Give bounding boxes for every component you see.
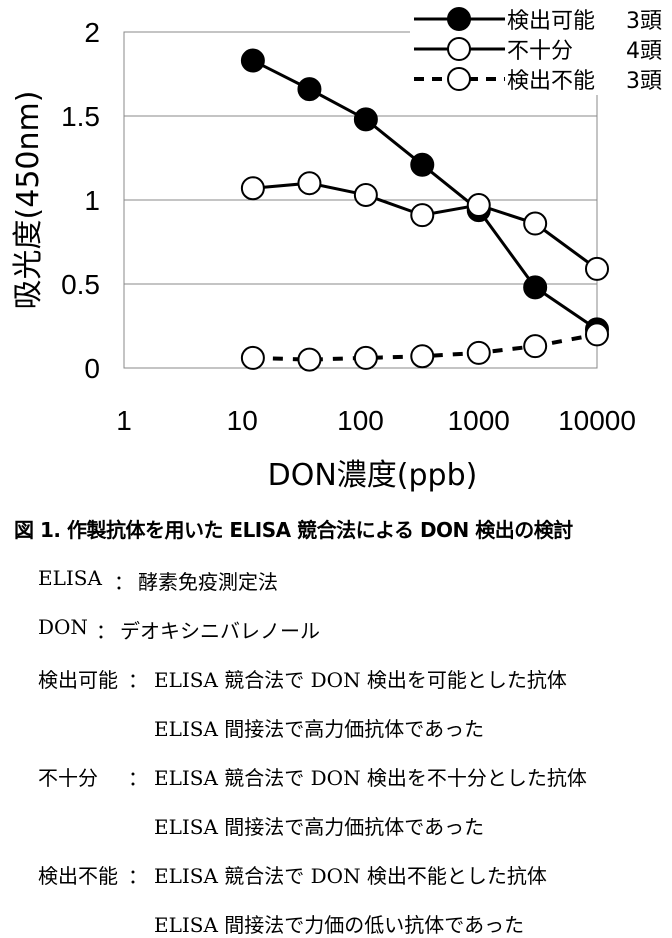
note-term: 検出可能 — [38, 668, 118, 692]
data-point-1-2 — [353, 182, 378, 207]
note-term: DON — [38, 615, 88, 639]
legend-marker-1 — [447, 37, 471, 61]
legend-label-1: 不十分 — [507, 39, 573, 64]
note-colon: ： — [96, 619, 116, 643]
x-tick-label-4: 10000 — [558, 405, 636, 436]
legend-count-1: 4頭 — [626, 39, 662, 64]
note-term: ELISA — [38, 566, 102, 590]
legend-count-2: 3頭 — [626, 69, 662, 94]
x-tick-label-3: 1000 — [448, 405, 510, 436]
figure-caption: 図 1. 作製抗体を用いた ELISA 競合法による DON 検出の検討 — [14, 518, 573, 542]
data-point-1-6 — [585, 256, 609, 281]
y-tick-label-3: 1.5 — [61, 101, 100, 132]
note-description: ELISA 競合法で DON 検出不能とした抗体 — [154, 864, 547, 888]
y-axis-label: 吸光度(450nm) — [11, 91, 46, 310]
data-point-0-5 — [523, 275, 548, 300]
x-tick-label-0: 1 — [116, 405, 132, 436]
data-point-1-4 — [466, 193, 491, 218]
note-colon: ： — [128, 668, 148, 692]
data-point-2-2 — [353, 345, 378, 370]
data-point-2-4 — [466, 340, 491, 365]
note-description: ELISA 間接法で高力価抗体であった — [154, 717, 485, 741]
series-2 — [240, 322, 609, 372]
data-point-2-6 — [585, 322, 609, 347]
data-point-2-5 — [523, 334, 548, 359]
note-description: ELISA 競合法で DON 検出を不十分とした抗体 — [154, 766, 587, 790]
note-colon: ： — [128, 766, 148, 790]
y-tick-label-4: 2 — [84, 17, 100, 48]
data-point-2-3 — [410, 344, 435, 369]
data-point-1-5 — [523, 211, 548, 236]
chart: 0 0.5 1 1.5 2 1 10 100 1000 10000 DON濃度(ppb) 吸光度(45… — [11, 5, 672, 493]
data-point-2-0 — [240, 345, 265, 370]
data-point-1-1 — [297, 171, 322, 196]
x-tick-label-1: 10 — [227, 405, 258, 436]
note-description: ELISA 間接法で力価の低い抗体であった — [154, 913, 525, 937]
series-1 — [240, 171, 609, 281]
note-term: 検出不能 — [38, 864, 118, 888]
note-term: 不十分 — [38, 766, 98, 790]
note-description: デオキシニバレノール — [120, 619, 320, 643]
x-axis-label: DON濃度(ppb) — [268, 458, 478, 493]
x-tick-label-2: 100 — [337, 405, 384, 436]
data-point-0-0 — [240, 48, 265, 73]
y-tick-label-2: 1 — [84, 185, 100, 216]
note-colon: ： — [114, 570, 134, 594]
data-point-2-1 — [297, 347, 322, 372]
data-point-0-3 — [410, 152, 435, 177]
legend-marker-0 — [447, 7, 471, 31]
data-point-0-2 — [353, 107, 378, 132]
note-colon: ： — [128, 864, 148, 888]
legend-label-0: 検出可能 — [507, 9, 595, 34]
y-tick-label-0: 0 — [84, 353, 100, 384]
note-description: 酵素免疫測定法 — [138, 570, 278, 594]
legend-marker-2 — [447, 67, 471, 91]
legend-count-0: 3頭 — [626, 9, 662, 34]
y-tick-label-1: 0.5 — [61, 269, 100, 300]
data-point-1-3 — [410, 203, 435, 228]
note-description: ELISA 競合法で DON 検出を可能とした抗体 — [154, 668, 567, 692]
note-description: ELISA 間接法で高力価抗体であった — [154, 815, 485, 839]
legend-label-2: 検出不能 — [507, 69, 595, 94]
data-point-1-0 — [240, 176, 265, 201]
data-point-0-1 — [297, 77, 322, 102]
line-chart: 0 0.5 1 1.5 2 1 10 100 1000 10000 DON濃度(ppb) 吸光度(45… — [11, 5, 672, 493]
